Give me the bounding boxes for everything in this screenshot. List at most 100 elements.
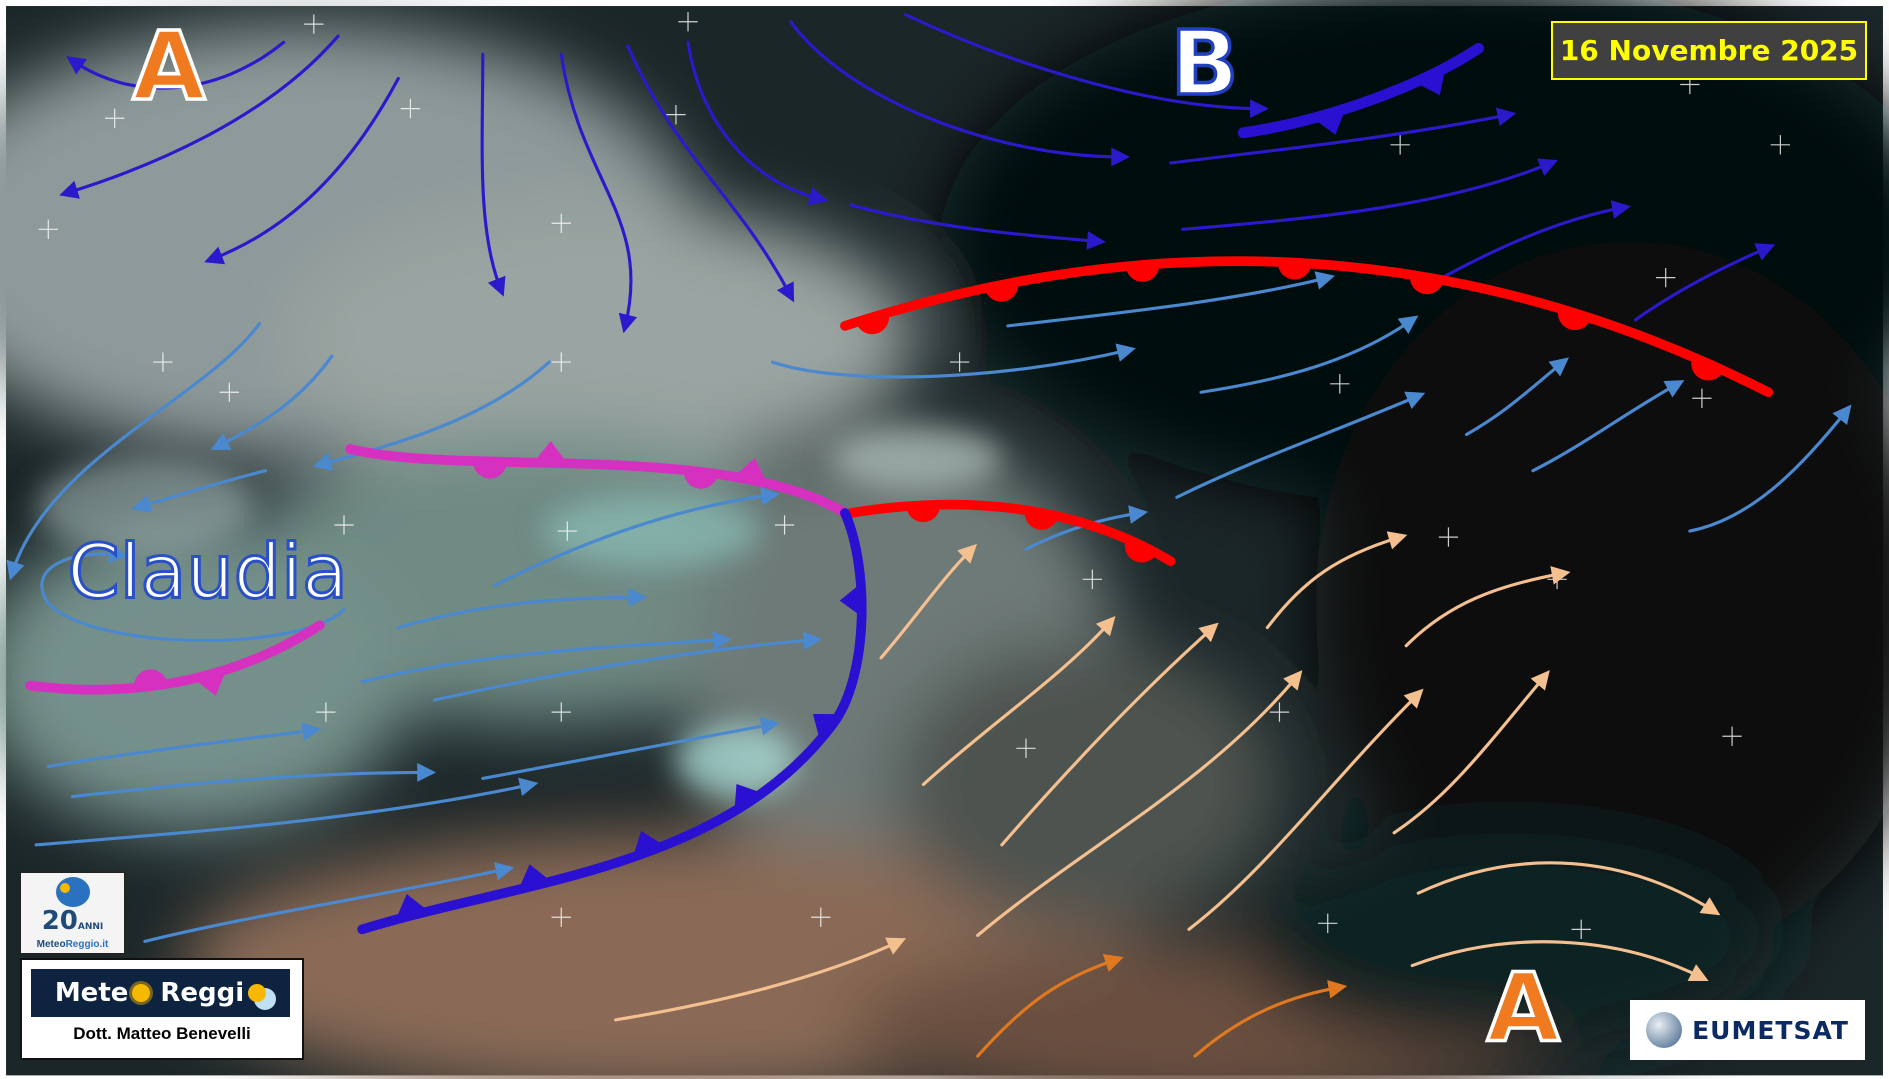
cold-flow-arrow xyxy=(1169,107,1517,165)
cold-front-triangle xyxy=(1312,108,1346,135)
mild-flow-arrow xyxy=(70,763,437,799)
mild-flow-arrow xyxy=(481,716,780,781)
warm-front-semicircle xyxy=(684,469,718,489)
warm-flow-arrow xyxy=(1416,861,1721,916)
cold-flow-arrow xyxy=(1633,243,1776,322)
mild-flow-arrow xyxy=(131,469,268,513)
cold-flow-arrow xyxy=(59,34,340,199)
cold-flow-arrow xyxy=(204,76,400,265)
cold-front-triangle xyxy=(518,864,552,890)
graticule-cross xyxy=(551,907,571,927)
mild-flow-arrow xyxy=(312,360,551,471)
site-prefix: Meteo xyxy=(36,939,66,950)
graticule-cross xyxy=(1082,569,1103,589)
anniversary-number: 20 xyxy=(41,906,78,936)
cold-flow-arrow xyxy=(559,52,638,334)
mild-flow-arrow xyxy=(1199,315,1419,394)
warm-front-semicircle xyxy=(1024,509,1059,530)
cold-front-triangle xyxy=(632,830,665,858)
cold-flow-arrow xyxy=(626,44,795,303)
graticule-cross xyxy=(1722,726,1742,746)
graticule-cross xyxy=(219,382,239,402)
warm-flow-arrow xyxy=(614,937,907,1022)
mild-flow-arrow xyxy=(432,631,823,702)
meteoreggio-20-anni-logo: 20ANNI MeteoReggio.it xyxy=(20,872,125,954)
mild-flow-arrow xyxy=(360,630,732,684)
cold-flow-arrow xyxy=(903,12,1269,119)
warm-flow-arrow xyxy=(1187,688,1424,931)
mild-flow-arrow xyxy=(40,544,346,643)
cold-flow-arrow xyxy=(789,20,1131,167)
mild-flow-arrow xyxy=(493,486,780,587)
cold-front-north xyxy=(1237,42,1485,139)
graticule-cross xyxy=(1571,919,1591,939)
author-credit: Dott. Matteo Benevelli xyxy=(73,1024,251,1043)
weather-cloud-icon xyxy=(55,877,90,907)
graticule-cross xyxy=(316,702,336,722)
mild-flow-arrow xyxy=(210,354,334,450)
graticule-cross xyxy=(1656,267,1676,288)
graticule-cross xyxy=(551,213,571,233)
graticule-cross xyxy=(105,108,125,128)
meteoreggio-brand-box: Mete Reggi Dott. Matteo Benevelli xyxy=(20,958,304,1060)
sun-cloud-icon xyxy=(248,984,267,1002)
graticule-cross xyxy=(1318,913,1338,933)
occluded-front xyxy=(345,444,850,518)
cold-flow-arrow xyxy=(480,52,506,297)
graticule-cross xyxy=(811,907,831,927)
site-suffix: Reggio.it xyxy=(65,939,109,950)
mild-flow-arrow xyxy=(1688,404,1852,533)
graticule-cross xyxy=(304,14,324,34)
graticule-cross xyxy=(666,105,686,125)
warm-flow-arrow xyxy=(1265,531,1408,630)
graticule-cross xyxy=(551,702,571,722)
cold-front-triangle xyxy=(1415,67,1446,96)
cold-flow-arrow xyxy=(849,203,1106,250)
mild-flow-arrow xyxy=(6,321,262,581)
mild-flow-arrow xyxy=(34,777,539,847)
eumetsat-logo: EUMETSAT xyxy=(1630,1000,1865,1060)
storm-name-label: Claudia xyxy=(67,528,347,615)
graticule-cross xyxy=(1438,527,1459,547)
cold-flow-arrow xyxy=(1440,200,1631,280)
graticule-cross xyxy=(1269,702,1290,722)
graticule-cross xyxy=(557,521,577,541)
warm-front-semicircle xyxy=(1277,261,1312,280)
eumetsat-text: EUMETSAT xyxy=(1692,1015,1849,1045)
graticule-cross xyxy=(1692,388,1712,408)
graticule-cross xyxy=(1390,135,1410,155)
mild-flow-arrow xyxy=(46,722,322,768)
warm-front-semicircle xyxy=(1124,538,1157,563)
graticule-cross xyxy=(551,352,571,372)
mild-flow-arrow xyxy=(143,862,515,943)
sun-icon xyxy=(132,984,151,1002)
graticule-cross xyxy=(949,352,970,372)
warm-front-semicircle xyxy=(473,461,507,479)
graticule-cross xyxy=(400,98,421,119)
graticule-cross xyxy=(774,515,795,535)
warm-flow-arrow xyxy=(921,615,1116,787)
pressure-labels: A B A Claudia xyxy=(66,10,1562,1065)
warm-flow-arrow xyxy=(1392,670,1550,835)
mild-flow-arrow xyxy=(1175,391,1426,499)
hot-flow-arrow xyxy=(976,954,1124,1058)
mild-flow-arrow xyxy=(1531,380,1685,473)
cold-flow-arrow xyxy=(686,40,829,206)
warm-flow-arrow xyxy=(879,543,977,660)
date-label: 16 Novembre 2025 xyxy=(1551,21,1867,80)
mild-flow-arrow xyxy=(1464,357,1569,437)
mild-flow-arrow xyxy=(396,588,648,630)
cold-flow-arrow xyxy=(66,40,286,90)
cold-front-triangle xyxy=(395,894,429,920)
cold-front-triangle xyxy=(812,714,841,741)
warm-front-semicircle xyxy=(984,281,1019,302)
mild-flow-arrow xyxy=(770,343,1136,379)
occluded-front-claudia xyxy=(25,620,325,695)
graticule-cross xyxy=(153,352,173,372)
cold-front-triangle xyxy=(533,440,568,464)
high-pressure-label: A xyxy=(1487,954,1560,1063)
flow-arrows xyxy=(6,12,1852,1058)
graticule-cross xyxy=(1770,135,1791,155)
cold-front-triangle xyxy=(193,670,227,696)
